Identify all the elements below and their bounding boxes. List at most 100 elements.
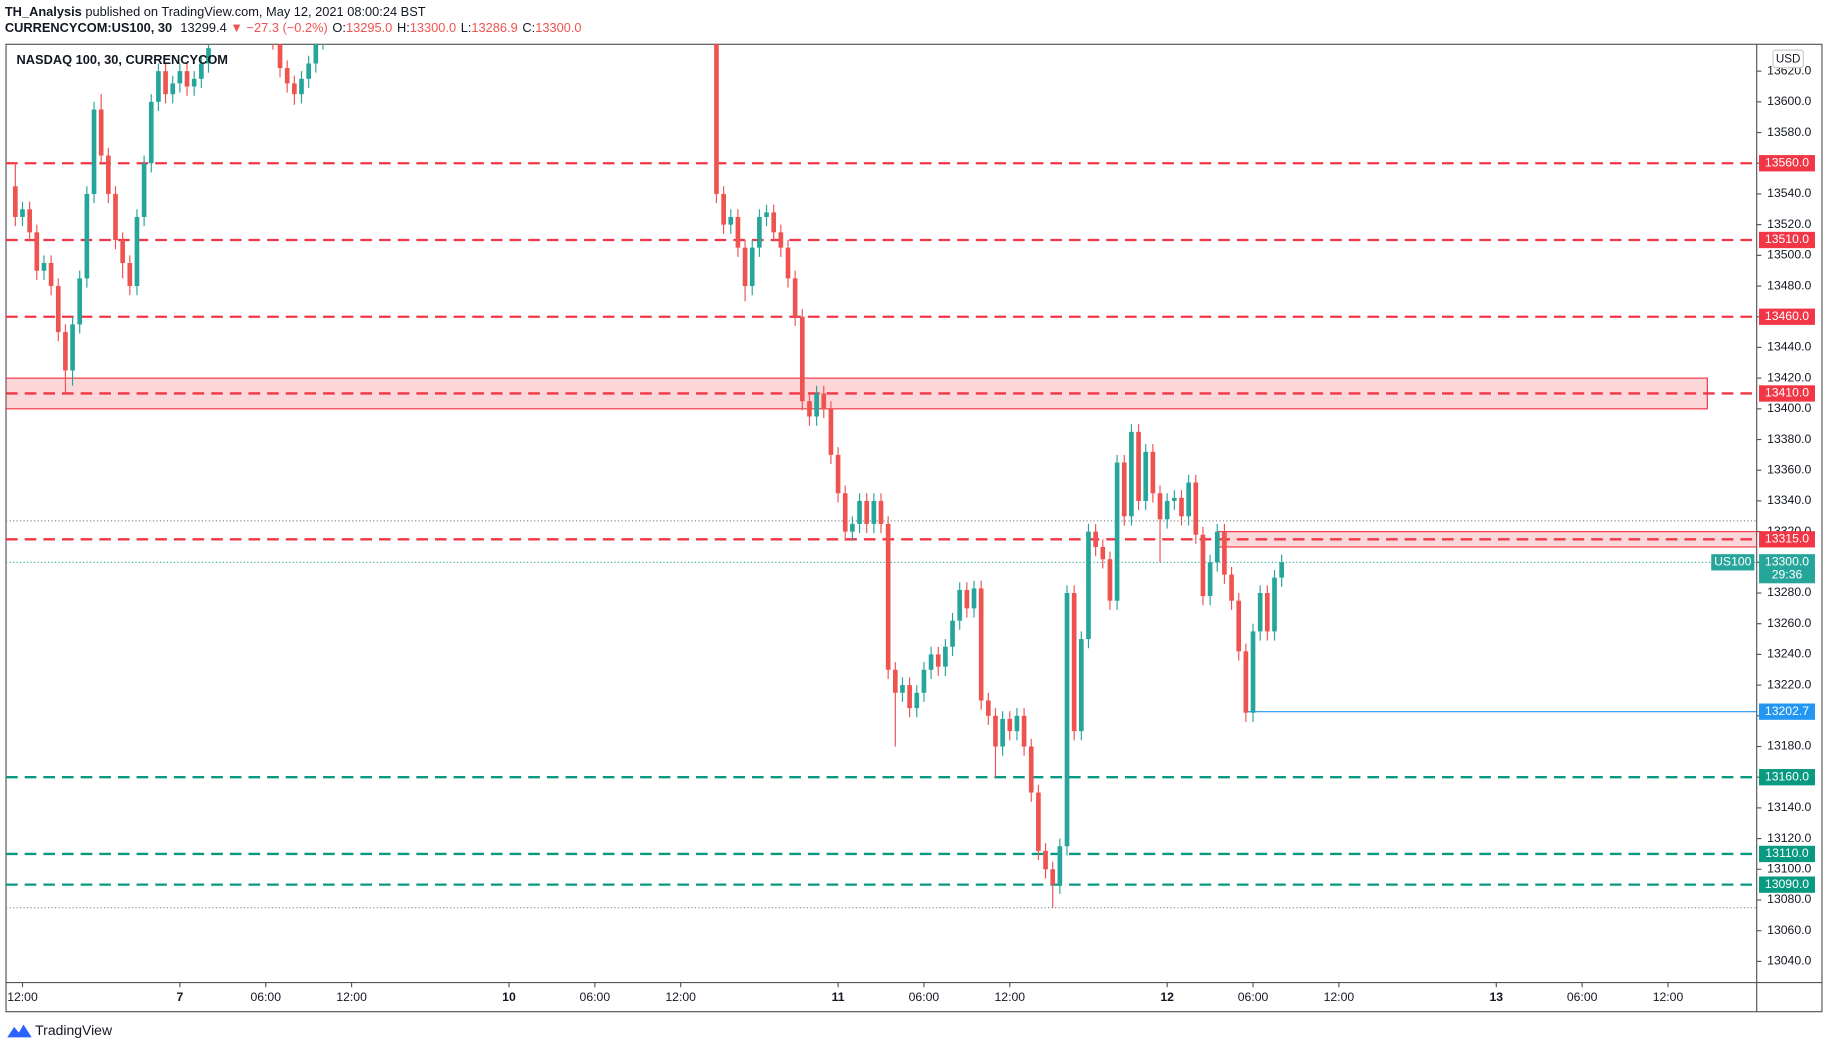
brand: TradingView xyxy=(35,1022,113,1038)
candle-body xyxy=(306,63,311,79)
candle-body xyxy=(821,393,827,409)
candle-body xyxy=(1121,462,1127,517)
candle-body xyxy=(134,216,140,287)
level-label-box xyxy=(1759,155,1815,172)
candle-body xyxy=(928,654,934,670)
symbol-tag: US100 xyxy=(1714,555,1752,569)
candle-body xyxy=(13,186,18,217)
level-label: 13160.0 xyxy=(1765,769,1809,783)
candle-body xyxy=(835,454,841,494)
candle-body xyxy=(935,654,941,667)
level-label: 13090.0 xyxy=(1765,877,1809,891)
y-tick-label: 13260.0 xyxy=(1767,616,1811,630)
candle-body xyxy=(721,193,726,225)
candle-body xyxy=(921,669,927,693)
y-tick-label: 13380.0 xyxy=(1767,432,1811,446)
symbol: CURRENCYCOM:US100, 30 xyxy=(5,21,172,36)
x-tick-label: 13 xyxy=(1489,990,1503,1004)
candle-body xyxy=(27,209,32,233)
x-tick-label: 7 xyxy=(176,990,183,1004)
x-tick-label: 06:00 xyxy=(909,990,940,1004)
candle-body xyxy=(191,78,197,87)
candle-body xyxy=(907,685,912,709)
candle-body xyxy=(1036,792,1041,851)
symbol-line: CURRENCYCOM:US100, 30 13299.4 ▼ −27.3 (−… xyxy=(5,21,582,36)
candle-body xyxy=(34,232,40,271)
last: 13299.4 xyxy=(180,21,226,36)
y-tick-label: 13540.0 xyxy=(1767,186,1811,200)
candle-body xyxy=(892,669,898,693)
plot-area xyxy=(6,44,1757,909)
candle-body xyxy=(1179,497,1184,517)
last-price-label: 13300.0 xyxy=(1765,555,1809,569)
candle-body xyxy=(20,209,25,217)
candle-body xyxy=(77,278,83,325)
y-tick-label: 13060.0 xyxy=(1767,923,1811,937)
candle-body xyxy=(764,212,769,217)
candle-body xyxy=(914,692,920,709)
symbol-tag-box xyxy=(1711,554,1755,571)
level-label: 13460.0 xyxy=(1765,309,1809,323)
candle-body xyxy=(141,163,147,217)
candle-body xyxy=(742,247,748,287)
candle-body xyxy=(1200,534,1206,597)
candle-body xyxy=(993,715,998,747)
level-label-box xyxy=(1759,308,1815,325)
candle-body xyxy=(1136,431,1141,501)
candle-body xyxy=(127,263,133,287)
y-tick-label: 13600.0 xyxy=(1767,94,1811,108)
marker-label: 13202.7 xyxy=(1765,704,1809,718)
candle-body xyxy=(878,500,884,524)
candle-body xyxy=(978,588,984,701)
x-tick-label: 12:00 xyxy=(994,990,1025,1004)
candle-body xyxy=(1164,500,1170,520)
candle-body xyxy=(1007,718,1013,732)
candle-body xyxy=(1250,631,1256,713)
candle-body xyxy=(971,588,977,609)
candle-body xyxy=(1222,531,1227,575)
candle-body xyxy=(63,332,68,371)
candle-body xyxy=(1086,531,1091,640)
candle-body xyxy=(70,324,75,371)
y-tick-label: 13400.0 xyxy=(1767,401,1811,415)
level-label: 13510.0 xyxy=(1765,232,1809,246)
y-tick-label: 13420.0 xyxy=(1767,370,1811,384)
candle-body xyxy=(148,101,154,164)
candle-body xyxy=(828,408,834,455)
candle-body xyxy=(1064,593,1070,847)
published: published on TradingView.com, May 12, 20… xyxy=(85,4,425,19)
candle-body xyxy=(1028,746,1034,793)
candle-body xyxy=(1100,546,1106,560)
y-tick-label: 13100.0 xyxy=(1767,862,1811,876)
candle-body xyxy=(1236,600,1242,652)
candle-body xyxy=(871,500,877,524)
candle-body xyxy=(177,71,183,84)
currency-box xyxy=(1772,49,1804,69)
marker-label-box xyxy=(1759,703,1815,720)
candle-body xyxy=(199,63,204,79)
candle-body xyxy=(778,232,784,248)
candle-body xyxy=(113,193,118,240)
candle-body xyxy=(950,620,955,647)
candle-body xyxy=(277,44,283,69)
x-tick-label: 12:00 xyxy=(665,990,696,1004)
candle-body xyxy=(714,44,719,194)
candle-body xyxy=(98,109,104,156)
candle-body xyxy=(1243,651,1249,713)
candle-body xyxy=(943,646,948,667)
candle-body xyxy=(964,589,970,609)
candle-body xyxy=(1057,846,1063,885)
ohlc-value: 13286.9 xyxy=(471,21,517,36)
y-tick-label: 13220.0 xyxy=(1767,677,1811,691)
level-label-box xyxy=(1759,845,1815,863)
candle-body xyxy=(1214,531,1220,563)
y-tick-label: 13280.0 xyxy=(1767,585,1811,599)
candle-body xyxy=(120,239,125,264)
y-tick-label: 13440.0 xyxy=(1767,340,1811,354)
x-tick-label: 06:00 xyxy=(250,990,281,1004)
x-tick-label: 12:00 xyxy=(336,990,367,1004)
ohlc-key: L: xyxy=(461,21,472,36)
candle-body xyxy=(842,493,848,532)
